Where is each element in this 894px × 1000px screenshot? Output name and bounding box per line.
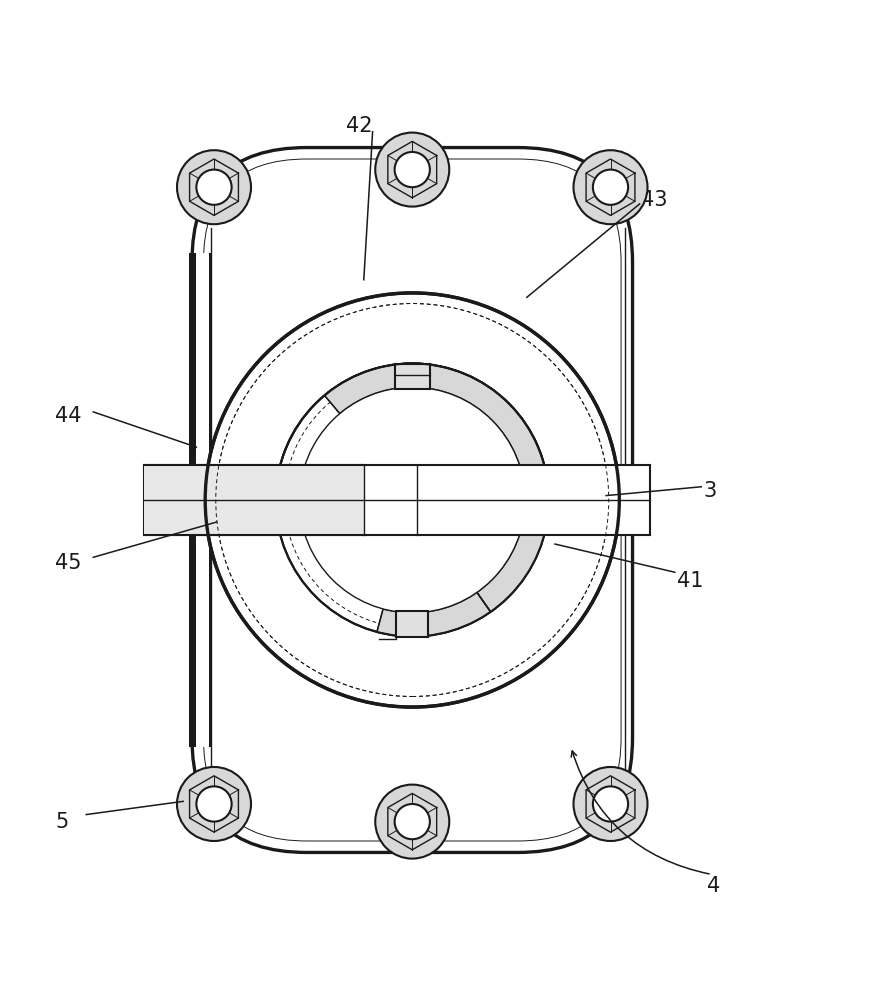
Bar	[143, 465, 649, 535]
Polygon shape	[376, 592, 490, 637]
Bar	[190, 253, 211, 747]
Circle shape	[573, 767, 646, 841]
Bar	[394, 364, 429, 389]
Circle shape	[592, 170, 628, 205]
Text: 4: 4	[706, 876, 720, 896]
Text: 44: 44	[55, 406, 82, 426]
Bar	[195, 253, 208, 747]
Circle shape	[394, 152, 429, 187]
Circle shape	[394, 804, 429, 839]
Text: 42: 42	[346, 116, 372, 136]
Circle shape	[177, 150, 250, 224]
Circle shape	[299, 387, 525, 613]
Circle shape	[205, 293, 619, 707]
Text: 5: 5	[55, 812, 69, 832]
Text: 45: 45	[55, 553, 82, 573]
Circle shape	[573, 150, 646, 224]
Polygon shape	[325, 363, 548, 612]
Text: 43: 43	[641, 190, 667, 210]
Circle shape	[375, 133, 449, 207]
Circle shape	[592, 786, 628, 822]
Bar	[396, 611, 427, 637]
Circle shape	[196, 170, 232, 205]
Circle shape	[375, 785, 449, 859]
Text: 41: 41	[676, 571, 703, 591]
Bar	[143, 465, 363, 535]
Circle shape	[275, 363, 548, 637]
Circle shape	[177, 767, 250, 841]
Text: 3: 3	[702, 481, 715, 501]
Circle shape	[196, 786, 232, 822]
FancyBboxPatch shape	[192, 148, 632, 852]
